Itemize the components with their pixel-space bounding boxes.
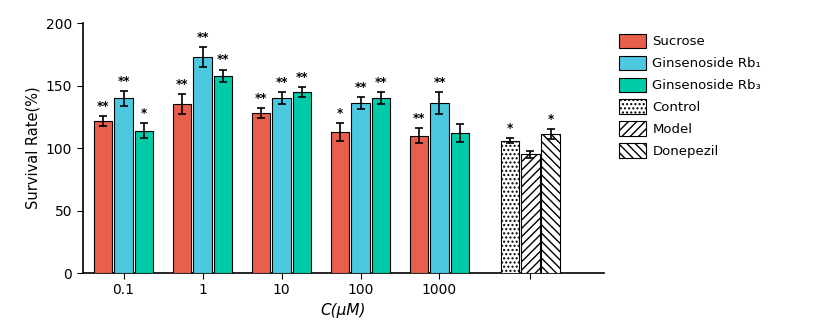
Text: **: ** bbox=[275, 76, 288, 89]
X-axis label: C(μM): C(μM) bbox=[320, 303, 366, 318]
Text: **: ** bbox=[354, 81, 366, 94]
Bar bbox=[173, 105, 191, 273]
Bar bbox=[194, 57, 212, 273]
Text: **: ** bbox=[433, 76, 446, 89]
Bar bbox=[500, 141, 519, 273]
Bar bbox=[272, 98, 291, 273]
Text: **: ** bbox=[375, 76, 387, 89]
Text: **: ** bbox=[413, 112, 425, 125]
Bar bbox=[93, 121, 112, 273]
Bar bbox=[430, 103, 449, 273]
Text: **: ** bbox=[255, 92, 267, 105]
Bar bbox=[409, 136, 428, 273]
Y-axis label: Survival Rate(%): Survival Rate(%) bbox=[26, 87, 41, 209]
Text: **: ** bbox=[296, 71, 308, 84]
Text: *: * bbox=[141, 107, 147, 120]
Bar bbox=[331, 132, 349, 273]
Text: *: * bbox=[547, 113, 554, 126]
Bar bbox=[542, 135, 560, 273]
Bar bbox=[135, 131, 153, 273]
Bar bbox=[213, 76, 232, 273]
Text: *: * bbox=[507, 122, 513, 135]
Text: **: ** bbox=[217, 53, 229, 66]
Text: **: ** bbox=[176, 78, 189, 91]
Bar bbox=[351, 103, 370, 273]
Bar bbox=[251, 113, 270, 273]
Bar bbox=[293, 92, 311, 273]
Text: **: ** bbox=[97, 100, 109, 113]
Text: **: ** bbox=[117, 75, 130, 88]
Bar bbox=[451, 133, 469, 273]
Legend: Sucrose, Ginsenoside Rb₁, Ginsenoside Rb₃, Control, Model, Donepezil: Sucrose, Ginsenoside Rb₁, Ginsenoside Rb… bbox=[615, 30, 765, 162]
Bar bbox=[371, 98, 390, 273]
Text: **: ** bbox=[196, 31, 208, 44]
Bar bbox=[114, 98, 133, 273]
Bar bbox=[521, 155, 539, 273]
Text: *: * bbox=[337, 107, 343, 120]
